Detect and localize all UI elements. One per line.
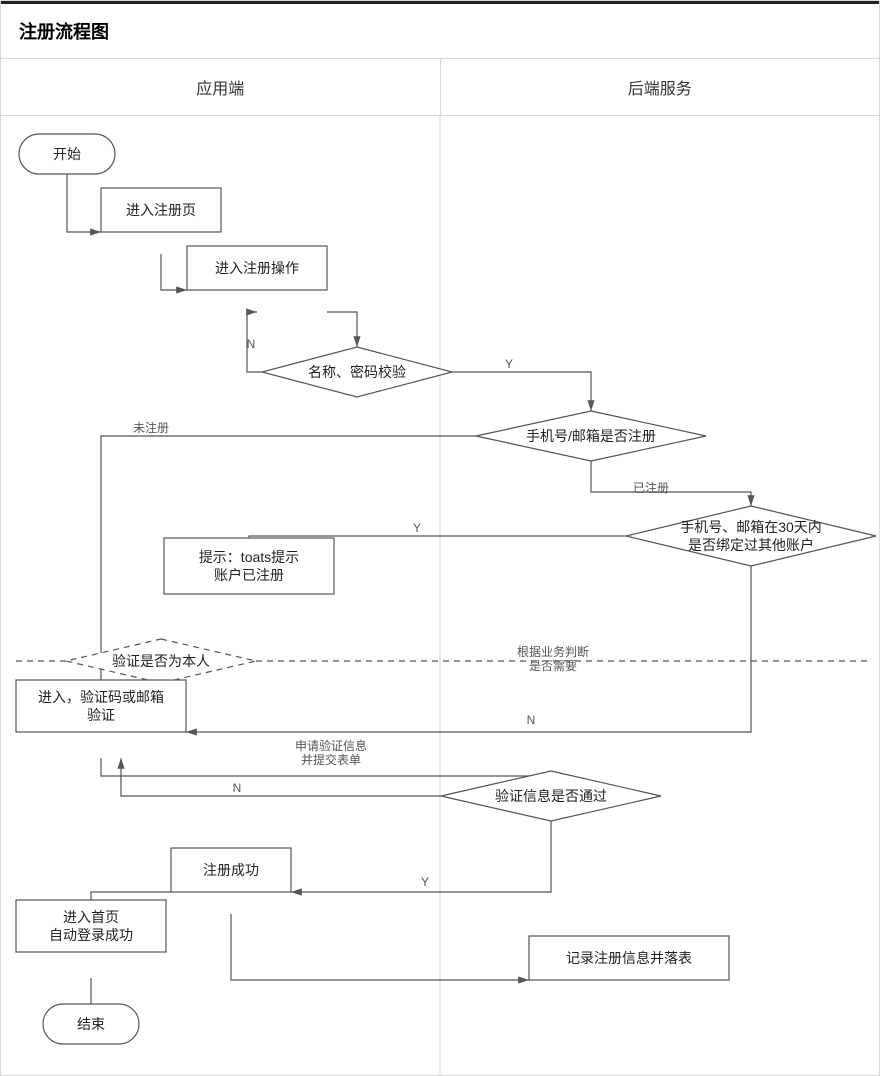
node-d5: 验证信息是否通过	[441, 771, 661, 821]
svg-text:Y: Y	[421, 875, 429, 889]
node-d3: 手机号、邮箱在30天内是否绑定过其他账户	[626, 506, 876, 566]
svg-text:进入注册页: 进入注册页	[126, 202, 196, 218]
svg-text:名称、密码校验: 名称、密码校验	[308, 364, 406, 380]
node-n1: 进入注册页	[101, 188, 221, 232]
svg-text:N: N	[233, 781, 242, 795]
svg-text:进入，验证码或邮箱: 进入，验证码或邮箱	[38, 689, 164, 705]
svg-text:手机号/邮箱是否注册: 手机号/邮箱是否注册	[526, 428, 656, 444]
diagram-title: 注册流程图	[1, 4, 879, 59]
svg-text:注册成功: 注册成功	[203, 862, 259, 878]
node-n2: 进入注册操作	[187, 246, 327, 290]
node-d1: 名称、密码校验	[262, 347, 452, 397]
lane-right-label: 后端服务	[441, 59, 880, 115]
node-start: 开始	[19, 134, 115, 174]
lane-left-label: 应用端	[1, 59, 441, 115]
page: 注册流程图 应用端 后端服务 N Y 未注册已注册 Y N 根据业务判断是否需要申请验证信…	[0, 0, 880, 1076]
node-n4: 进入，验证码或邮箱验证	[16, 680, 186, 732]
svg-text:是否绑定过其他账户: 是否绑定过其他账户	[688, 537, 814, 553]
svg-text:记录注册信息并落表: 记录注册信息并落表	[566, 950, 692, 966]
node-n5: 注册成功	[171, 848, 291, 892]
node-end: 结束	[43, 1004, 139, 1044]
node-n3: 提示：toats提示账户已注册	[164, 538, 334, 594]
svg-text:N: N	[527, 713, 536, 727]
svg-text:自动登录成功: 自动登录成功	[49, 927, 133, 943]
svg-text:验证: 验证	[87, 707, 115, 723]
node-n6: 进入首页自动登录成功	[16, 900, 166, 952]
svg-text:申请验证信息: 申请验证信息	[295, 738, 367, 753]
svg-text:并提交表单: 并提交表单	[301, 752, 361, 767]
svg-text:未注册: 未注册	[133, 420, 169, 435]
node-d4: 验证是否为本人	[66, 639, 256, 683]
svg-text:Y: Y	[505, 357, 513, 371]
svg-text:结束: 结束	[77, 1016, 105, 1032]
svg-text:进入注册操作: 进入注册操作	[215, 260, 299, 276]
svg-text:账户已注册: 账户已注册	[214, 567, 284, 583]
svg-text:Y: Y	[413, 521, 421, 535]
svg-text:进入首页: 进入首页	[63, 909, 119, 925]
svg-text:开始: 开始	[53, 146, 81, 162]
svg-text:验证是否为本人: 验证是否为本人	[112, 653, 210, 669]
svg-text:手机号、邮箱在30天内: 手机号、邮箱在30天内	[680, 519, 822, 535]
svg-text:提示：toats提示: 提示：toats提示	[199, 549, 299, 565]
svg-text:已注册: 已注册	[633, 480, 669, 495]
svg-text:是否需要: 是否需要	[529, 659, 577, 673]
node-d2: 手机号/邮箱是否注册	[476, 411, 706, 461]
svg-text:验证信息是否通过: 验证信息是否通过	[495, 788, 607, 804]
flowchart-svg: N Y 未注册已注册 Y N 根据业务判断是否需要申请验证信息并提交表单 N Y 开始进入注册页…	[1, 116, 879, 1076]
svg-text:根据业务判断: 根据业务判断	[517, 644, 589, 659]
svg-text:N: N	[247, 337, 256, 351]
swimlane-header: 应用端 后端服务	[1, 59, 879, 116]
node-n7: 记录注册信息并落表	[529, 936, 729, 980]
flowchart-canvas: N Y 未注册已注册 Y N 根据业务判断是否需要申请验证信息并提交表单 N Y 开始进入注册页…	[1, 116, 879, 1076]
